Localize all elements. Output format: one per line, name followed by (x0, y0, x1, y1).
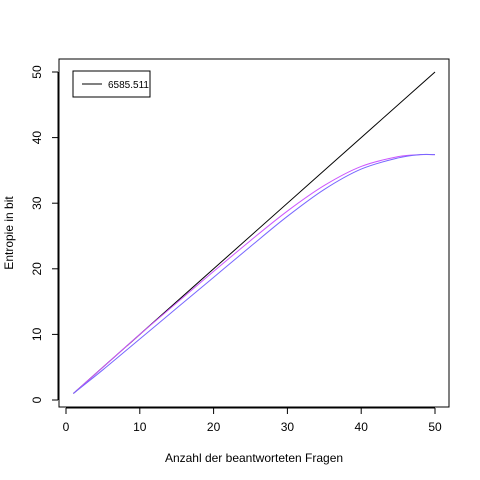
x-tick-label: 0 (63, 420, 70, 434)
y-tick-label: 10 (30, 327, 44, 341)
series-layer (73, 71, 436, 394)
legend-label-0: 6585.511 (108, 80, 149, 91)
y-tick-label: 0 (30, 396, 44, 403)
legend: 6585.511 (72, 70, 151, 98)
plot-box (58, 58, 450, 408)
x-axis: 0 10 20 30 40 50 (63, 407, 442, 434)
y-tick-label: 40 (30, 131, 44, 145)
y-tick-label: 20 (30, 262, 44, 276)
x-axis-title: Anzahl der beantworteten Fragen (165, 451, 343, 465)
y-axis: 0 10 20 30 40 50 (30, 65, 59, 403)
x-tick-label: 50 (428, 420, 442, 434)
x-tick-label: 10 (133, 420, 147, 434)
series-line-2 (73, 153, 436, 394)
y-axis-title: Entropie in bit (2, 196, 16, 270)
x-tick-label: 40 (355, 420, 369, 434)
x-tick-label: 30 (281, 420, 295, 434)
y-tick-label: 50 (30, 65, 44, 79)
series-line-1 (73, 154, 436, 394)
x-tick-label: 20 (207, 420, 221, 434)
y-tick-label: 30 (30, 196, 44, 210)
